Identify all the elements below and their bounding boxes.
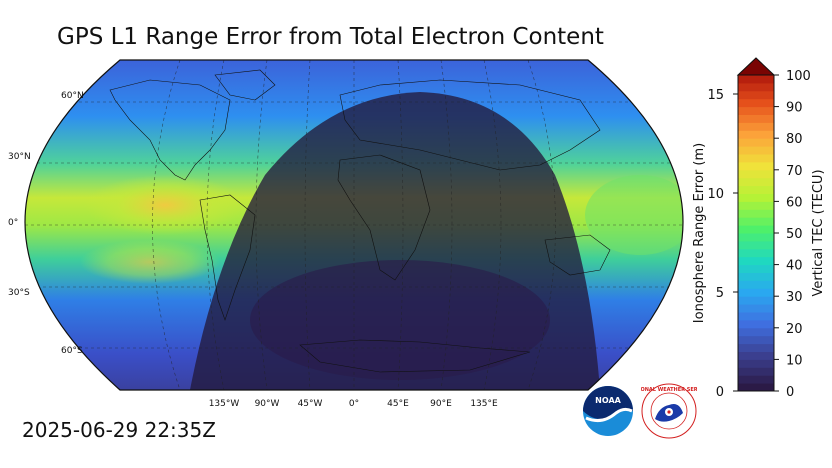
- colorbar-band: [738, 343, 774, 352]
- lat-label-0: 0°: [8, 218, 18, 228]
- tec-ticks: 0 10 20 30 40 50 60 70 80 90 100: [774, 69, 811, 400]
- colorbar-band: [738, 75, 774, 84]
- tec-tick-label: 80: [786, 132, 803, 147]
- colorbar-band: [738, 319, 774, 329]
- tec-tick-label: 40: [786, 259, 803, 274]
- colorbar-band: [738, 248, 774, 258]
- lat-label-60n: 60°N: [61, 91, 84, 101]
- colorbar-band: [738, 304, 774, 313]
- colorbar-bands: [738, 75, 774, 392]
- colorbar-band: [738, 280, 774, 289]
- lon-label-0: 0°: [349, 399, 359, 409]
- colorbar-band: [738, 240, 774, 250]
- lon-label-45w: 45°W: [298, 399, 323, 409]
- colorbar-band: [738, 327, 774, 337]
- tec-tick-label: 60: [786, 195, 803, 210]
- colorbar-band: [738, 312, 774, 321]
- nws-logo: NATIONAL WEATHER SERVICE: [641, 383, 697, 439]
- colorbar-band: [738, 272, 774, 281]
- range-axis-title: Ionosphere Range Error (m): [692, 143, 707, 323]
- colorbar-band: [738, 209, 774, 218]
- tec-tick-label: 30: [786, 290, 803, 305]
- tec-tick-label: 20: [786, 322, 803, 337]
- range-ticks: 0 5 10 15: [707, 88, 738, 400]
- tec-axis-title: Vertical TEC (TECU): [811, 169, 826, 296]
- lon-label-90w: 90°W: [255, 399, 280, 409]
- colorbar-extend-arrow: [736, 57, 776, 76]
- colorbar-band: [738, 256, 774, 266]
- svg-text:NATIONAL WEATHER SERVICE: NATIONAL WEATHER SERVICE: [641, 387, 697, 393]
- colorbar-band: [738, 138, 774, 147]
- tec-tick-label: 90: [786, 101, 803, 116]
- colorbar-band: [738, 130, 774, 139]
- colorbar-band: [738, 193, 774, 202]
- colorbar-band: [738, 169, 774, 179]
- lon-label-135w: 135°W: [209, 399, 240, 409]
- colorbar-band: [738, 154, 774, 163]
- colorbar-band: [738, 367, 774, 376]
- tec-tick-label: 50: [786, 227, 803, 242]
- lon-label-45e: 45°E: [387, 399, 409, 409]
- colorbar-band: [738, 233, 774, 242]
- colorbar-band: [738, 351, 774, 360]
- colorbar-band: [738, 161, 774, 171]
- lon-label-135e: 135°E: [470, 399, 498, 409]
- range-tick-label: 5: [716, 286, 724, 301]
- lat-label-30n: 30°N: [8, 152, 31, 162]
- noaa-logo: NOAA: [583, 386, 633, 436]
- graticule: [25, 60, 683, 390]
- colorbar-band: [738, 146, 774, 155]
- range-tick-label: 0: [716, 385, 724, 400]
- timestamp: 2025-06-29 22:35Z: [22, 418, 216, 442]
- lon-label-90e: 90°E: [430, 399, 452, 409]
- colorbar-band: [738, 185, 774, 194]
- colorbar-band: [738, 296, 774, 305]
- colorbar-band: [738, 335, 774, 345]
- map-field: [25, 60, 683, 390]
- colorbar-band: [738, 375, 774, 384]
- colorbar-band: [738, 201, 774, 210]
- tec-tick-label: 70: [786, 164, 803, 179]
- map-title: GPS L1 Range Error from Total Electron C…: [57, 24, 604, 50]
- coastlines: [109, 69, 611, 373]
- tec-tick-label: 10: [786, 353, 803, 368]
- colorbar-band: [738, 114, 774, 123]
- colorbar-band: [738, 177, 774, 187]
- colorbar-band: [738, 82, 774, 92]
- colorbar-band: [738, 90, 774, 100]
- range-tick-label: 15: [707, 88, 724, 103]
- colorbar-band: [738, 217, 774, 226]
- colorbar-band: [738, 225, 774, 234]
- map-border: [24, 59, 684, 391]
- tec-tick-label: 100: [786, 69, 811, 84]
- colorbar-band: [738, 288, 774, 297]
- lat-label-60s: 60°S: [61, 346, 83, 356]
- lat-label-30s: 30°S: [8, 288, 30, 298]
- colorbar-band: [738, 106, 774, 115]
- range-tick-label: 10: [707, 187, 724, 202]
- noaa-logo-text: NOAA: [595, 396, 621, 405]
- colorbar-band: [738, 122, 774, 131]
- colorbar-band: [738, 359, 774, 368]
- colorbar-band: [738, 264, 774, 273]
- colorbar-band: [738, 383, 774, 392]
- colorbar-band: [738, 98, 774, 108]
- tec-tick-label: 0: [786, 385, 794, 400]
